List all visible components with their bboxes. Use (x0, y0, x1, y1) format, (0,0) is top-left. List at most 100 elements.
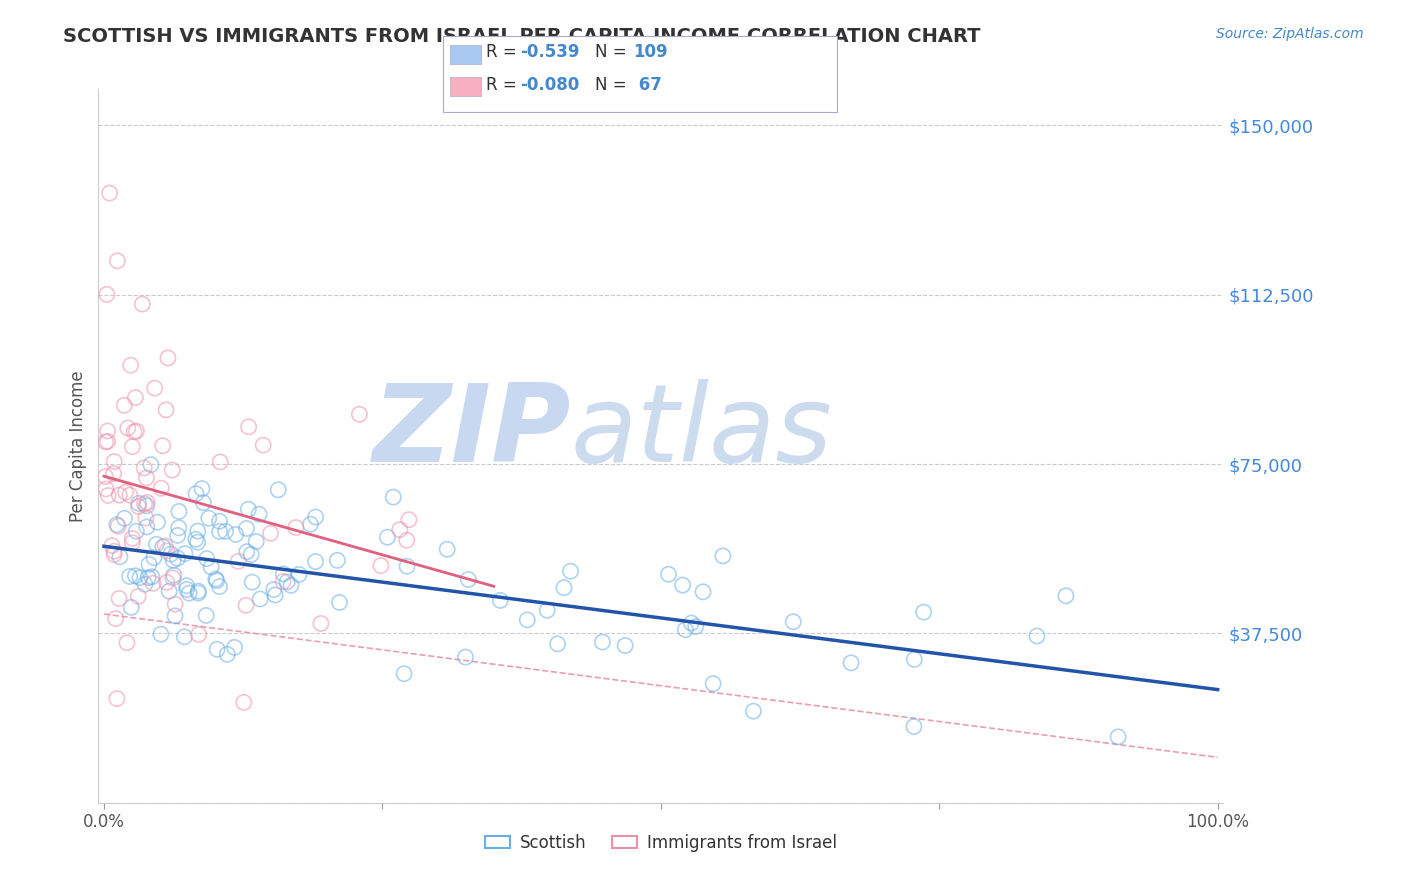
Point (673, 623, 696, 637)
Point (247, 507, 270, 521)
Text: -0.080: -0.080 (520, 76, 579, 94)
Point (156, 351, 179, 365)
Point (120, 600, 142, 615)
Point (152, 439, 174, 453)
Point (1054, 589, 1077, 603)
Point (94, 482, 117, 496)
Point (232, 695, 254, 709)
Point (711, 549, 734, 563)
Point (167, 521, 190, 535)
Point (195, 608, 218, 623)
Point (349, 407, 371, 421)
Point (226, 554, 249, 568)
Point (155, 402, 177, 417)
Point (198, 511, 221, 525)
Point (912, 605, 935, 619)
Point (103, 454, 125, 468)
Point (252, 438, 274, 452)
Point (135, 511, 157, 525)
Point (112, 398, 135, 412)
Point (163, 608, 186, 623)
Point (839, 656, 862, 670)
Point (238, 420, 260, 434)
Point (692, 584, 714, 599)
Point (782, 615, 804, 629)
Point (167, 504, 190, 518)
Point (395, 559, 418, 574)
Point (94, 434, 117, 449)
Point (681, 615, 703, 630)
Point (208, 514, 231, 528)
Point (107, 519, 129, 533)
Point (101, 539, 124, 553)
Point (136, 571, 159, 585)
Point (191, 482, 214, 496)
Point (209, 455, 232, 469)
Point (105, 253, 128, 268)
Point (280, 578, 302, 592)
Point (267, 483, 290, 497)
Point (134, 461, 156, 475)
Point (288, 567, 311, 582)
Point (108, 549, 131, 564)
Point (166, 528, 188, 542)
Point (176, 579, 198, 593)
Point (245, 534, 267, 549)
Point (121, 532, 143, 546)
Point (392, 666, 415, 681)
Point (591, 635, 613, 649)
Point (271, 566, 294, 581)
Point (208, 580, 231, 594)
Legend: Scottish, Immigrants from Israel: Scottish, Immigrants from Israel (478, 828, 844, 859)
Point (174, 547, 197, 561)
Text: R =: R = (486, 43, 523, 61)
Point (98, 186, 121, 200)
Text: -0.539: -0.539 (520, 43, 579, 61)
Point (114, 511, 136, 525)
Point (240, 575, 263, 590)
Point (152, 540, 174, 554)
Point (149, 627, 172, 641)
Point (742, 704, 765, 718)
Text: SCOTTISH VS IMMIGRANTS FROM ISRAEL PER CAPITA INCOME CORRELATION CHART: SCOTTISH VS IMMIGRANTS FROM ISRAEL PER C… (63, 27, 981, 45)
Point (157, 584, 180, 599)
Point (96, 287, 118, 301)
Point (560, 564, 582, 578)
Point (489, 593, 512, 607)
Text: Source: ZipAtlas.com: Source: ZipAtlas.com (1216, 27, 1364, 41)
Point (108, 591, 131, 606)
Point (388, 523, 411, 537)
Point (264, 588, 287, 602)
Point (305, 510, 328, 524)
Point (156, 575, 179, 590)
Point (120, 358, 142, 372)
Point (1026, 629, 1049, 643)
Point (685, 619, 707, 633)
Point (187, 586, 209, 600)
Text: R =: R = (486, 76, 523, 94)
Point (187, 524, 209, 538)
Point (184, 533, 207, 547)
Point (176, 582, 198, 597)
Point (326, 553, 349, 567)
Point (115, 635, 138, 649)
Point (166, 551, 188, 566)
Point (103, 467, 125, 481)
Point (143, 381, 166, 395)
Point (235, 599, 257, 613)
Point (162, 553, 184, 567)
Point (173, 630, 195, 644)
Point (103, 548, 125, 562)
Text: N =: N = (595, 76, 631, 94)
Text: 109: 109 (633, 43, 668, 61)
Point (124, 391, 146, 405)
Point (134, 577, 156, 591)
Point (304, 555, 326, 569)
Point (377, 530, 399, 544)
Point (117, 421, 139, 435)
Point (162, 571, 184, 585)
Point (276, 574, 298, 589)
Point (208, 524, 231, 539)
Point (382, 490, 405, 504)
Point (236, 545, 259, 559)
